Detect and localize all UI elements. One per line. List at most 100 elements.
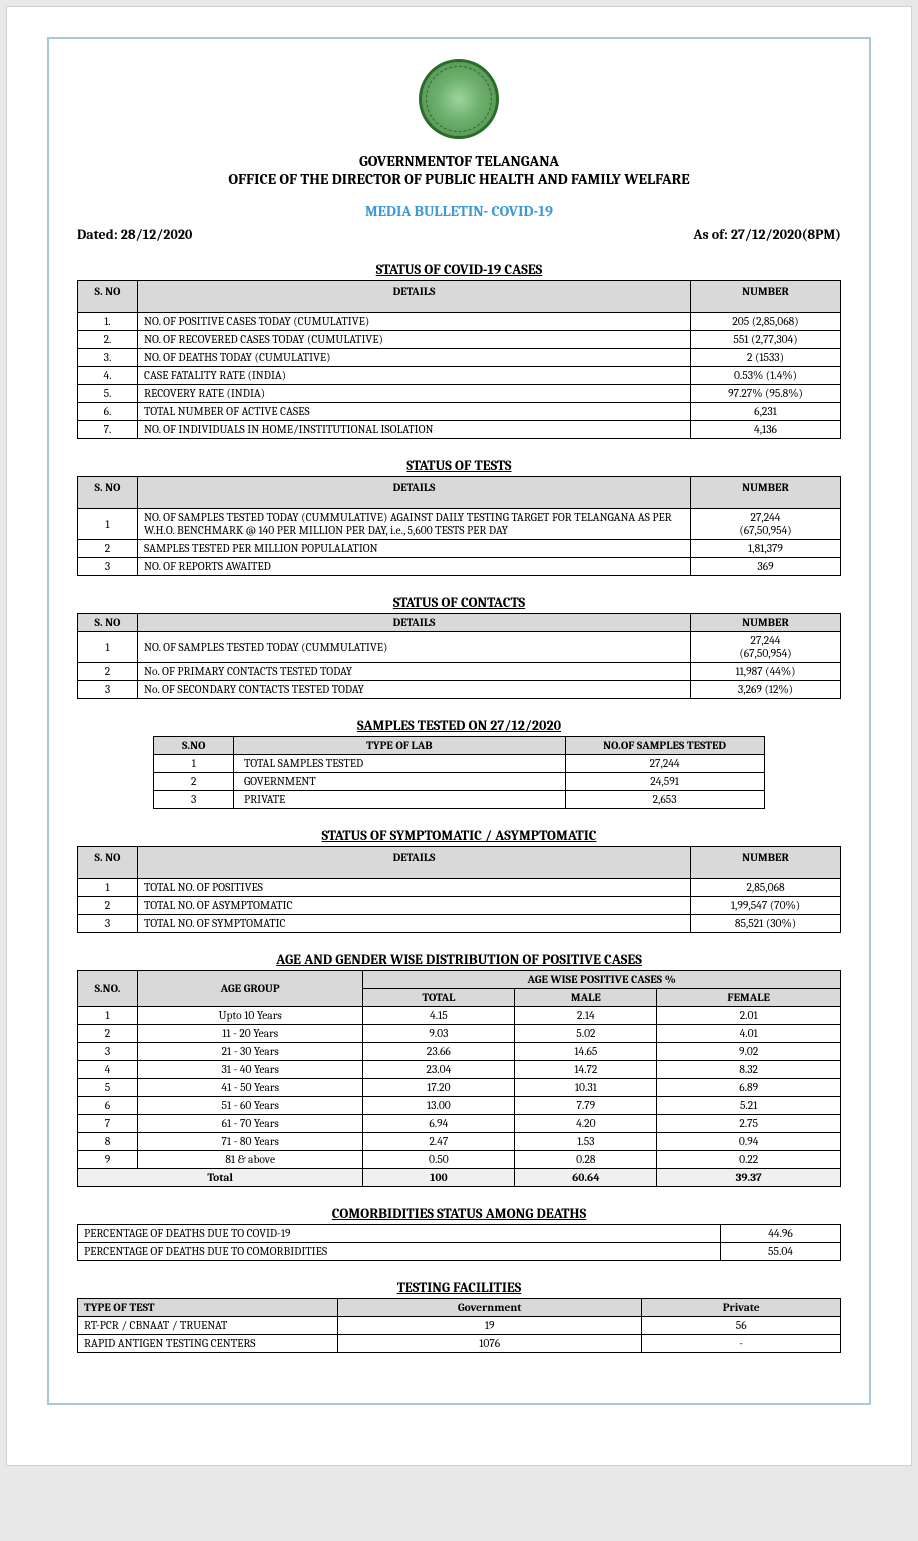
table-row: 3TOTAL NO. OF SYMPTOMATIC85,521 (30%) [78, 915, 841, 933]
table-row: 211 - 20 Years9.035.024.01 [78, 1025, 841, 1043]
cell: 3 [78, 915, 138, 933]
date-row: Dated: 28/12/2020 As of: 27/12/2020(8PM) [77, 226, 841, 243]
th: S. NO [78, 847, 138, 879]
table-row: PERCENTAGE OF DEATHS DUE TO COVID-1944.9… [78, 1225, 841, 1243]
cell: 7.79 [515, 1097, 657, 1115]
comorb-body: PERCENTAGE OF DEATHS DUE TO COVID-1944.9… [78, 1225, 841, 1261]
cell: 5.21 [657, 1097, 841, 1115]
cell: 44.96 [721, 1225, 841, 1243]
cell: 5.02 [515, 1025, 657, 1043]
cell: 85,521 (30%) [691, 915, 841, 933]
cell: 4,136 [691, 421, 841, 439]
cell: TOTAL SAMPLES TESTED [233, 755, 565, 773]
cell: 6.89 [657, 1079, 841, 1097]
cell: 9 [78, 1151, 138, 1169]
samples-title: SAMPLES TESTED ON 27/12/2020 [77, 717, 841, 734]
cell: 3 [78, 558, 138, 576]
cell: 4.01 [657, 1025, 841, 1043]
facil-title: TESTING FACILITIES [77, 1279, 841, 1296]
cell: GOVERNMENT [233, 773, 565, 791]
th: DETAILS [138, 614, 691, 632]
sym-title: STATUS OF SYMPTOMATIC / ASYMPTOMATIC [77, 827, 841, 844]
th: MALE [515, 989, 657, 1007]
table-row: 321 - 30 Years23.6614.659.02 [78, 1043, 841, 1061]
cell: 2,653 [565, 791, 764, 809]
table-row: 1NO. OF SAMPLES TESTED TODAY (CUMMULATIV… [78, 509, 841, 540]
inner-border: GOVERNMENTOF TELANGANA OFFICE OF THE DIR… [47, 37, 871, 1405]
th: AGE GROUP [138, 971, 363, 1007]
cell: 71 - 80 Years [138, 1133, 363, 1151]
cell: 2 [78, 897, 138, 915]
contacts-table: S. NO DETAILS NUMBER 1NO. OF SAMPLES TES… [77, 613, 841, 699]
cases-table: S. NO DETAILS NUMBER 1.NO. OF POSITIVE C… [77, 280, 841, 439]
th: NUMBER [691, 847, 841, 879]
cell: 23.66 [363, 1043, 515, 1061]
cell: 24,591 [565, 773, 764, 791]
cell: PRIVATE [233, 791, 565, 809]
cell: TOTAL NO. OF ASYMPTOMATIC [138, 897, 691, 915]
table-row: 2TOTAL NO. OF ASYMPTOMATIC1,99,547 (70%) [78, 897, 841, 915]
table-row: 2SAMPLES TESTED PER MILLION POPULALATION… [78, 540, 841, 558]
cell: 2.75 [657, 1115, 841, 1133]
cell: 97.27% (95.8%) [691, 385, 841, 403]
cell: 0.94 [657, 1133, 841, 1151]
cell: 5 [78, 1079, 138, 1097]
th: FEMALE [657, 989, 841, 1007]
cell: 1 [78, 879, 138, 897]
th: TYPE OF TEST [78, 1299, 338, 1317]
samples-body: 1TOTAL SAMPLES TESTED27,2442GOVERNMENT24… [154, 755, 764, 809]
cell: 1 [154, 755, 234, 773]
cell: 1 [78, 509, 138, 540]
cell: TOTAL NO. OF SYMPTOMATIC [138, 915, 691, 933]
table-row: 5.RECOVERY RATE (INDIA)97.27% (95.8%) [78, 385, 841, 403]
cell: 1.53 [515, 1133, 657, 1151]
cell: No. OF SECONDARY CONTACTS TESTED TODAY [138, 681, 691, 699]
cell: 51 - 60 Years [138, 1097, 363, 1115]
sym-table: S. NO DETAILS NUMBER 1TOTAL NO. OF POSIT… [77, 846, 841, 933]
facil-body: RT-PCR / CBNAAT / TRUENAT1956RAPID ANTIG… [78, 1317, 841, 1353]
th: DETAILS [138, 847, 691, 879]
th: S.NO. [78, 971, 138, 1007]
cell: 3 [154, 791, 234, 809]
cell: 41 - 50 Years [138, 1079, 363, 1097]
cell: 13.00 [363, 1097, 515, 1115]
cell: RECOVERY RATE (INDIA) [138, 385, 691, 403]
sym-body: 1TOTAL NO. OF POSITIVES2,85,0682TOTAL NO… [78, 879, 841, 933]
cell: 23.04 [363, 1061, 515, 1079]
table-row: RAPID ANTIGEN TESTING CENTERS1076- [78, 1335, 841, 1353]
cell: NO. OF DEATHS TODAY (CUMULATIVE) [138, 349, 691, 367]
table-row: PERCENTAGE OF DEATHS DUE TO COMORBIDITIE… [78, 1243, 841, 1261]
cell: 369 [691, 558, 841, 576]
cell: 14.65 [515, 1043, 657, 1061]
comorb-table: PERCENTAGE OF DEATHS DUE TO COVID-1944.9… [77, 1224, 841, 1261]
cell: 14.72 [515, 1061, 657, 1079]
cell: 11 - 20 Years [138, 1025, 363, 1043]
th: AGE WISE POSITIVE CASES % [363, 971, 841, 989]
cell: 100 [363, 1169, 515, 1187]
cell: 1076 [338, 1335, 642, 1353]
table-row: 3PRIVATE2,653 [154, 791, 764, 809]
office-title: OFFICE OF THE DIRECTOR OF PUBLIC HEALTH … [77, 170, 841, 188]
cell: 6.94 [363, 1115, 515, 1133]
cell: 56 [642, 1317, 841, 1335]
cell: 2 (1533) [691, 349, 841, 367]
table-row: 2GOVERNMENT24,591 [154, 773, 764, 791]
total-row: Total10060.6439.37 [78, 1169, 841, 1187]
cell: 11,987 (44%) [691, 663, 841, 681]
tests-title: STATUS OF TESTS [77, 457, 841, 474]
cell: 1,81,379 [691, 540, 841, 558]
table-row: 981 & above0.500.280.22 [78, 1151, 841, 1169]
cell: 0.53% (1.4%) [691, 367, 841, 385]
table-row: 3NO. OF REPORTS AWAITED369 [78, 558, 841, 576]
tests-body: 1NO. OF SAMPLES TESTED TODAY (CUMMULATIV… [78, 509, 841, 576]
comorb-title: COMORBIDITIES STATUS AMONG DEATHS [77, 1205, 841, 1222]
table-row: 1.NO. OF POSITIVE CASES TODAY (CUMULATIV… [78, 313, 841, 331]
cell: 2. [78, 331, 138, 349]
cell: CASE FATALITY RATE (INDIA) [138, 367, 691, 385]
contacts-title: STATUS OF CONTACTS [77, 594, 841, 611]
cell: 4. [78, 367, 138, 385]
table-row: 1TOTAL SAMPLES TESTED27,244 [154, 755, 764, 773]
cell: 2.01 [657, 1007, 841, 1025]
cell: 7 [78, 1115, 138, 1133]
cell: 2.14 [515, 1007, 657, 1025]
